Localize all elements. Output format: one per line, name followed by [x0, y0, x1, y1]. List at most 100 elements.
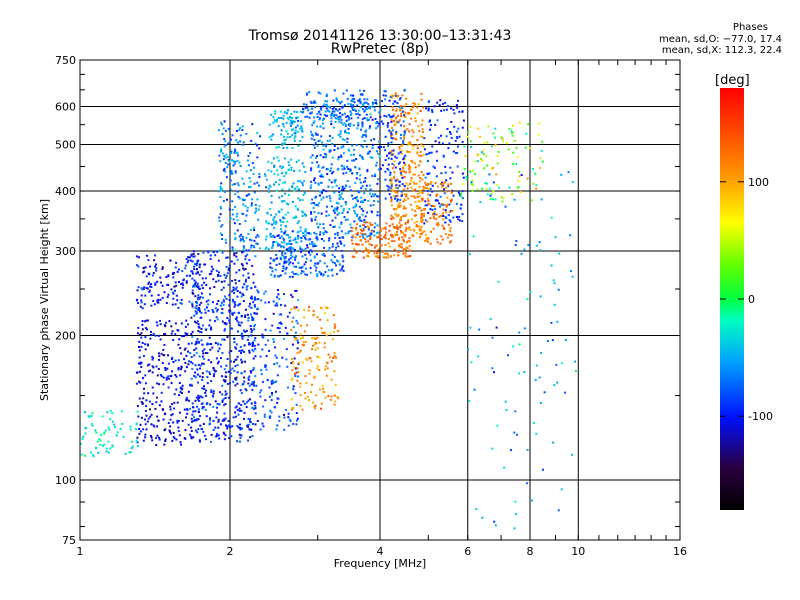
data-point: [311, 348, 313, 351]
data-point: [414, 188, 417, 191]
data-point: [409, 112, 412, 115]
data-point: [177, 430, 180, 432]
data-point: [216, 403, 219, 405]
data-point: [194, 376, 197, 379]
data-point: [285, 172, 288, 175]
data-point: [196, 268, 198, 271]
data-point: [309, 186, 312, 189]
data-point: [553, 282, 556, 285]
data-point: [347, 230, 350, 233]
data-point: [355, 203, 358, 206]
data-point: [301, 210, 304, 213]
data-point: [441, 181, 444, 184]
data-point: [390, 186, 393, 189]
data-point: [209, 417, 212, 420]
data-point: [225, 176, 228, 179]
data-point: [242, 267, 245, 270]
data-point: [331, 142, 334, 145]
data-point: [237, 312, 240, 315]
data-point: [313, 231, 316, 234]
data-point: [546, 340, 549, 342]
data-point: [240, 233, 243, 236]
data-point: [363, 134, 366, 137]
data-point: [424, 181, 427, 184]
y-tick-label: 100: [55, 474, 76, 487]
data-point: [286, 220, 289, 223]
data-point: [310, 167, 313, 170]
data-point: [224, 238, 227, 241]
data-point: [395, 108, 398, 111]
data-point: [312, 101, 315, 104]
data-point: [145, 428, 148, 431]
data-point: [250, 297, 252, 299]
data-point: [331, 261, 334, 264]
data-point: [303, 308, 306, 311]
data-point: [138, 349, 141, 352]
data-point: [331, 156, 334, 159]
data-point: [364, 215, 367, 218]
data-point: [195, 396, 198, 399]
data-point: [429, 217, 432, 220]
data-point: [418, 195, 421, 198]
data-point: [430, 151, 433, 154]
data-point: [361, 103, 364, 106]
data-point: [376, 122, 379, 125]
data-point: [380, 238, 383, 241]
data-point: [163, 413, 166, 416]
data-point: [443, 181, 446, 184]
data-point: [394, 100, 397, 103]
data-point: [402, 248, 405, 251]
data-point: [323, 391, 326, 394]
data-point: [396, 95, 399, 98]
data-point: [157, 368, 160, 370]
data-point: [317, 212, 320, 215]
data-point: [492, 181, 495, 184]
data-point: [314, 181, 317, 184]
data-point: [363, 199, 366, 201]
data-point: [142, 267, 145, 270]
data-point: [328, 135, 331, 137]
data-point: [194, 295, 197, 298]
data-point: [346, 218, 349, 221]
data-point: [264, 173, 266, 176]
data-point: [162, 383, 165, 386]
data-point: [289, 136, 292, 138]
data-point: [141, 307, 144, 310]
data-point: [201, 287, 204, 290]
data-point: [364, 109, 367, 112]
data-point: [302, 108, 305, 111]
data-point: [146, 364, 149, 367]
data-point: [467, 348, 470, 351]
data-point: [210, 433, 213, 436]
data-point: [376, 224, 379, 227]
data-point: [310, 217, 313, 220]
data-point: [251, 123, 254, 126]
data-point: [282, 220, 285, 223]
data-point: [218, 154, 221, 157]
data-point: [257, 218, 260, 221]
data-point: [226, 198, 228, 201]
data-point: [404, 111, 407, 114]
data-point: [422, 145, 425, 148]
data-point: [99, 439, 102, 442]
data-point: [348, 208, 351, 211]
data-point: [375, 122, 378, 124]
data-point: [234, 377, 237, 380]
data-point: [230, 327, 233, 330]
data-point: [205, 300, 208, 303]
data-point: [336, 109, 339, 112]
data-point: [144, 433, 147, 436]
data-point: [350, 239, 353, 242]
data-point: [513, 139, 516, 142]
data-point: [257, 343, 260, 346]
data-point: [164, 369, 167, 372]
data-point: [420, 98, 423, 101]
data-point: [283, 181, 286, 184]
data-point: [440, 172, 443, 175]
data-point: [450, 182, 452, 185]
data-point: [187, 323, 189, 326]
data-point: [491, 447, 494, 450]
data-point: [277, 234, 280, 237]
data-point: [416, 144, 419, 147]
data-point: [340, 118, 343, 121]
